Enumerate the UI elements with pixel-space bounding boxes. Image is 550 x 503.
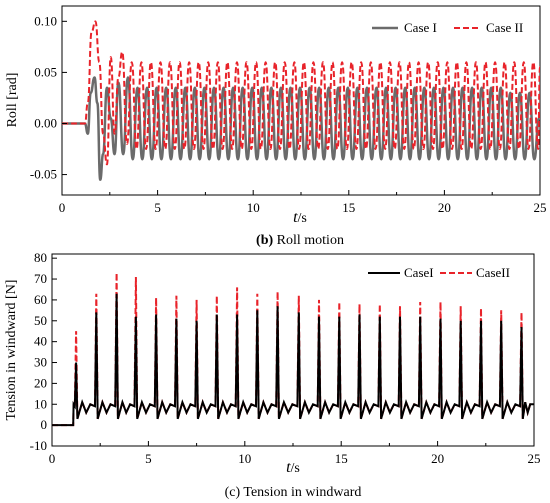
roll-y-tick-label: 0.10 bbox=[34, 13, 57, 28]
tension-x-tick-label: 10 bbox=[238, 451, 251, 466]
roll-legend-label-case-ii: Case II bbox=[486, 20, 523, 35]
tension-y-tick-label: 20 bbox=[34, 375, 47, 390]
tension-x-tick-label: 5 bbox=[145, 451, 152, 466]
tension-x-axis-label: t/s bbox=[286, 459, 300, 476]
roll-series-case-ii bbox=[62, 20, 540, 166]
roll-x-tick-label: 20 bbox=[438, 200, 451, 215]
roll-x-axis-label: t/s bbox=[293, 209, 307, 226]
roll-legend-label-case-i: Case I bbox=[404, 20, 437, 35]
tension-x-tick-label: 20 bbox=[431, 451, 444, 466]
tension-legend-label-case-i: CaseI bbox=[404, 265, 434, 280]
tension-y-tick-label: 80 bbox=[34, 250, 47, 265]
roll-y-axis-label: Roll [rad] bbox=[5, 73, 20, 128]
roll-y-tick-label: -0.05 bbox=[30, 167, 57, 182]
tension-legend: CaseI CaseII bbox=[368, 265, 510, 280]
tension-y-tick-label: 10 bbox=[34, 396, 47, 411]
roll-x-tick-label: 5 bbox=[154, 200, 161, 215]
tension-series-case-i bbox=[52, 293, 534, 427]
roll-x-tick-label: 25 bbox=[534, 200, 547, 215]
tension-y-tick-label: 40 bbox=[34, 334, 47, 349]
tension-y-tick-label: -10 bbox=[30, 438, 47, 453]
tension-y-axis-label: Tension in windward [N] bbox=[4, 280, 19, 421]
roll-x-tick-label: 15 bbox=[342, 200, 355, 215]
tension-y-tick-label: 0 bbox=[41, 417, 48, 432]
roll-y-tick-label: 0.00 bbox=[34, 115, 57, 130]
roll-legend: Case I Case II bbox=[372, 20, 523, 35]
roll-y-tick-label: 0.05 bbox=[34, 64, 57, 79]
tension-y-tick-label: 30 bbox=[34, 355, 47, 370]
tension-x-tick-label: 0 bbox=[49, 451, 56, 466]
tension-x-tick-label: 25 bbox=[528, 451, 541, 466]
tension-y-tick-label: 60 bbox=[34, 292, 47, 307]
tension-y-tick-label: 70 bbox=[34, 271, 47, 286]
tension-x-tick-label: 15 bbox=[335, 451, 348, 466]
tension-caption: (c) Tension in windward bbox=[225, 485, 362, 500]
roll-x-tick-label: 0 bbox=[59, 200, 66, 215]
tension-y-tick-label: 50 bbox=[34, 313, 47, 328]
roll-caption: (b) Roll motion bbox=[256, 233, 344, 248]
roll-x-tick-label: 10 bbox=[247, 200, 260, 215]
roll-chart: 0 5 10 15 20 25 -0.050.000.050.10 Roll [rad] … bbox=[5, 5, 547, 248]
tension-legend-label-case-ii: CaseII bbox=[476, 265, 510, 280]
